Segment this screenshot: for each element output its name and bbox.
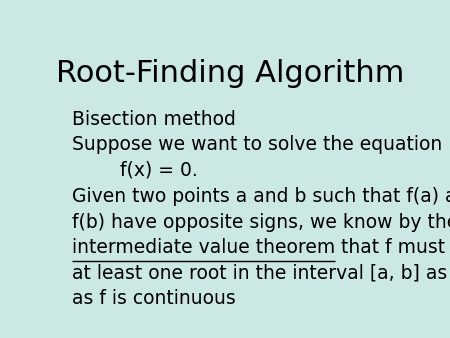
Text: intermediate value theorem: intermediate value theorem — [72, 238, 335, 257]
Text: as f is continuous: as f is continuous — [72, 289, 236, 308]
Text: Given two points a and b such that f(a) and: Given two points a and b such that f(a) … — [72, 187, 450, 206]
Text: Bisection method: Bisection method — [72, 110, 236, 128]
Text: that f must have: that f must have — [335, 238, 450, 257]
Text: Suppose we want to solve the equation: Suppose we want to solve the equation — [72, 135, 442, 154]
Text: Root-Finding Algorithm: Root-Finding Algorithm — [56, 59, 405, 88]
Text: at least one root in the interval [a, b] as long: at least one root in the interval [a, b]… — [72, 264, 450, 283]
Text: f(x) = 0.: f(x) = 0. — [72, 161, 198, 179]
Text: f(b) have opposite signs, we know by the: f(b) have opposite signs, we know by the — [72, 213, 450, 232]
